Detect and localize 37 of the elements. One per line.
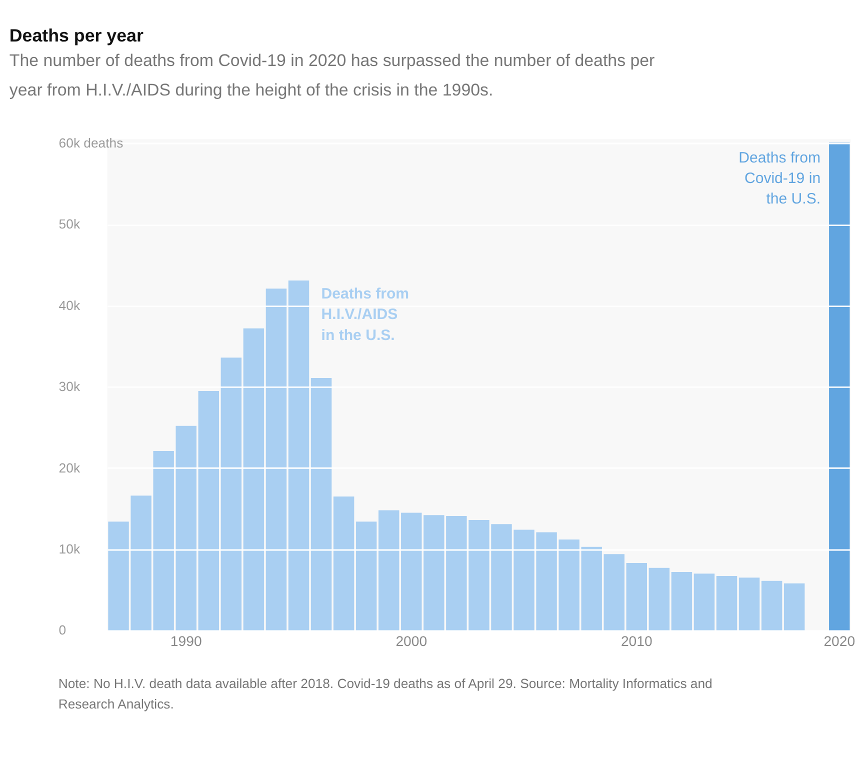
bar: [829, 142, 850, 630]
bar: [671, 572, 692, 630]
bar: [378, 510, 400, 630]
bar: [784, 583, 805, 630]
bar: [220, 358, 242, 630]
y-tick-label: 0: [58, 622, 66, 638]
text: Note: No H.I.V. death data available after 2018. Covid-19 deaths as of April 29. Source: Mortality Informatics and Research Analytics.: [58, 676, 712, 712]
bar: [176, 426, 196, 630]
x-tick-label: 2020: [824, 632, 856, 649]
bar: [266, 288, 287, 630]
chart-title: Deaths per year: [9, 26, 144, 46]
y-tick-label: 50k: [58, 216, 80, 232]
y-tick-label: 10k: [58, 541, 80, 556]
chart-subtitle: The number of deaths from Covid-19 in 2020 has surpassed the number of deaths per year from H.I.V./AIDS during the height of the crisis in the 1990s.: [9, 51, 656, 100]
y-tick-label: 60k deaths: [58, 136, 124, 151]
bar: [401, 512, 422, 630]
bar: [333, 496, 354, 630]
bar: [694, 574, 715, 630]
bar: [310, 378, 332, 630]
bar: [604, 554, 624, 630]
bar: [356, 522, 377, 630]
x-tick-label: 1990: [170, 632, 202, 649]
bar: [288, 280, 310, 630]
series-label: Deaths from H.I.V./AIDS in the U.S.: [321, 285, 410, 344]
bar: [648, 568, 670, 630]
bar: [243, 328, 264, 630]
y-tick-label: 30k: [58, 379, 80, 394]
bar: [716, 576, 738, 630]
bar: [626, 563, 648, 630]
y-tick-label: 40k: [58, 298, 80, 313]
bar: [761, 580, 782, 630]
bar: [198, 390, 220, 630]
x-tick-label: 2000: [396, 632, 428, 649]
x-tick-label: 2010: [620, 632, 652, 649]
bar: [738, 578, 760, 630]
y-tick-label: 20k: [58, 460, 80, 476]
series-label: Deaths from Covid-19 in the U.S.: [738, 149, 821, 208]
